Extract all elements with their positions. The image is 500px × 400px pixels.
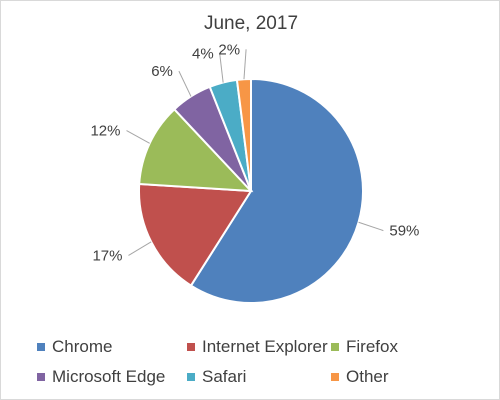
- data-label-other: 2%: [218, 41, 240, 58]
- leader-line-internet-explorer: [128, 241, 152, 256]
- chart-title: June, 2017: [203, 13, 299, 34]
- pie-slices: [138, 77, 364, 304]
- legend-item-firefox: Firefox: [331, 337, 398, 357]
- legend-swatch-firefox: [331, 343, 339, 351]
- legend-item-microsoft-edge: Microsoft Edge: [37, 367, 165, 387]
- legend-label-safari: Safari: [202, 367, 247, 386]
- data-label-microsoft-edge: 6%: [151, 63, 173, 80]
- legend-item-internet-explorer: Internet Explorer: [187, 337, 328, 357]
- data-label-safari: 4%: [192, 45, 214, 62]
- legend-label-firefox: Firefox: [346, 337, 398, 356]
- data-label-internet-explorer: 17%: [92, 247, 122, 264]
- legend-swatch-other: [331, 373, 339, 381]
- pie-slice-chrome: [189, 77, 364, 304]
- legend-label-chrome: Chrome: [52, 337, 113, 356]
- leader-line-safari: [219, 53, 224, 83]
- legend-swatch-safari: [187, 373, 195, 381]
- legend-item-safari: Safari: [187, 367, 246, 387]
- legend-label-microsoft-edge: Microsoft Edge: [52, 367, 166, 386]
- legend-label-other: Other: [346, 367, 389, 386]
- legend-item-other: Other: [331, 367, 389, 387]
- data-label-firefox: 12%: [90, 123, 120, 140]
- data-label-chrome: 59%: [389, 223, 419, 240]
- pie-leader-lines: [126, 49, 384, 256]
- legend-swatch-chrome: [37, 343, 45, 351]
- pie-chart: 59% 17% 12% 6% 4% 2%: [90, 41, 419, 304]
- legend-item-chrome: Chrome: [37, 337, 112, 357]
- pie-slice-other: [235, 77, 252, 192]
- pie-data-labels: 59% 17% 12% 6% 4% 2%: [90, 41, 419, 264]
- leader-line-chrome: [358, 221, 384, 232]
- pie-slice-firefox: [138, 107, 254, 193]
- legend-swatch-microsoft-edge: [37, 373, 45, 381]
- leader-line-microsoft-edge: [178, 70, 192, 97]
- legend-swatch-internet-explorer: [187, 343, 195, 351]
- legend-label-internet-explorer: Internet Explorer: [202, 337, 328, 356]
- leader-line-other: [243, 49, 247, 80]
- leader-line-firefox: [126, 130, 150, 144]
